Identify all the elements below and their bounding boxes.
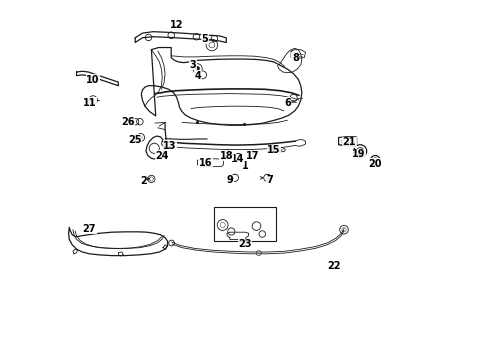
Circle shape bbox=[196, 66, 199, 71]
Text: 24: 24 bbox=[155, 150, 169, 161]
Circle shape bbox=[359, 150, 362, 153]
Text: 8: 8 bbox=[292, 53, 299, 63]
Text: 11: 11 bbox=[83, 98, 96, 108]
Text: 26: 26 bbox=[121, 117, 135, 127]
Text: 2: 2 bbox=[140, 176, 147, 186]
Text: 14: 14 bbox=[231, 154, 245, 164]
Text: 18: 18 bbox=[220, 150, 233, 161]
Text: 6: 6 bbox=[284, 98, 291, 108]
Bar bbox=[215, 207, 276, 241]
Text: 15: 15 bbox=[267, 145, 281, 156]
Text: 21: 21 bbox=[343, 137, 356, 147]
Text: 13: 13 bbox=[163, 141, 177, 151]
Text: 22: 22 bbox=[327, 261, 341, 271]
Text: 9: 9 bbox=[226, 175, 233, 185]
Text: 20: 20 bbox=[368, 159, 382, 169]
Text: 25: 25 bbox=[128, 135, 142, 145]
Text: 7: 7 bbox=[267, 175, 273, 185]
Text: 16: 16 bbox=[198, 158, 212, 168]
Text: 1: 1 bbox=[242, 161, 248, 171]
Text: 17: 17 bbox=[246, 150, 260, 161]
Text: 5: 5 bbox=[201, 34, 208, 44]
Text: 3: 3 bbox=[190, 60, 196, 70]
Text: 4: 4 bbox=[195, 71, 201, 81]
Text: 23: 23 bbox=[238, 239, 252, 249]
Circle shape bbox=[139, 136, 143, 139]
Text: 27: 27 bbox=[83, 224, 96, 234]
Text: 12: 12 bbox=[170, 20, 183, 30]
Text: 19: 19 bbox=[352, 149, 365, 159]
Text: 10: 10 bbox=[86, 75, 100, 85]
